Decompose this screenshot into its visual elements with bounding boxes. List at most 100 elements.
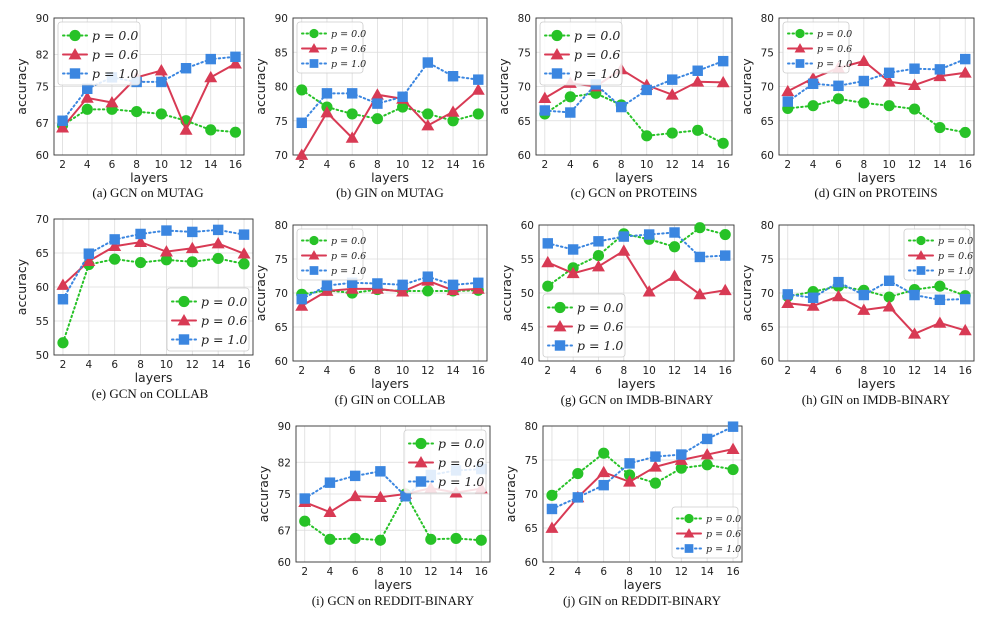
data-point bbox=[858, 97, 870, 109]
x-tick-label: 4 bbox=[324, 159, 331, 171]
legend: p = 0.0 p = 0.6 p = 1.0 bbox=[296, 228, 366, 281]
x-tick-label: 4 bbox=[810, 159, 817, 171]
data-point bbox=[473, 277, 484, 289]
plot-frame bbox=[53, 17, 245, 156]
data-point bbox=[565, 107, 576, 118]
data-point bbox=[238, 258, 250, 270]
data-point bbox=[373, 490, 387, 503]
y-axis-label: accuracy bbox=[14, 258, 29, 315]
legend-marker bbox=[415, 476, 427, 487]
data-point bbox=[933, 316, 947, 328]
data-point bbox=[545, 521, 559, 533]
legend-label: p = 0.6 bbox=[938, 251, 973, 262]
x-tick-label: 10 bbox=[640, 159, 653, 171]
subplot-caption: (g) GCN on IMDB-BINARY bbox=[561, 392, 714, 407]
subplot-a: 2 4 6 8 10 12 14 16 60 67 75 82 90 layers accuracy p = … bbox=[14, 13, 245, 200]
data-point bbox=[616, 101, 627, 113]
data-point bbox=[471, 282, 485, 294]
data-point bbox=[396, 285, 410, 297]
data-point bbox=[80, 91, 94, 103]
data-point bbox=[397, 101, 409, 113]
x-tick-label: 2 bbox=[541, 159, 548, 171]
data-point bbox=[782, 289, 793, 300]
legend-marker bbox=[916, 266, 926, 275]
data-point bbox=[323, 505, 337, 517]
data-point bbox=[668, 241, 681, 253]
data-point bbox=[648, 460, 662, 472]
data-point bbox=[858, 75, 870, 87]
plot-frame bbox=[535, 17, 733, 156]
subplot-caption: (i) GCN on REDDIT-BINARY bbox=[312, 593, 475, 608]
data-point bbox=[717, 55, 729, 67]
x-tick-label: 2 bbox=[298, 159, 305, 171]
y-tick-label: 75 bbox=[275, 116, 288, 128]
x-tick-label: 6 bbox=[835, 159, 842, 171]
y-tick-label: 60 bbox=[525, 557, 538, 569]
y-tick-label: 70 bbox=[275, 288, 288, 300]
data-point bbox=[642, 285, 656, 297]
data-point bbox=[473, 74, 484, 85]
data-point bbox=[564, 91, 576, 103]
y-tick-label: 90 bbox=[36, 13, 49, 25]
x-tick-label: 8 bbox=[374, 159, 381, 171]
x-tick-label: 6 bbox=[592, 159, 599, 171]
data-point bbox=[345, 131, 359, 143]
data-point bbox=[345, 282, 359, 294]
x-tick-label: 6 bbox=[349, 159, 356, 171]
legend-marker bbox=[309, 266, 319, 275]
data-point bbox=[692, 65, 703, 76]
y-tick-label: 65 bbox=[518, 116, 531, 128]
legend: p = 0.0 p = 0.6 p = 1.0 bbox=[57, 21, 141, 86]
y-tick-label: 67 bbox=[278, 525, 291, 537]
data-point bbox=[471, 83, 485, 95]
data-point bbox=[538, 91, 552, 104]
x-tick-label: 2 bbox=[784, 365, 791, 377]
data-point bbox=[229, 126, 242, 138]
subplot-g: 2 4 6 8 10 12 14 16 40 45 50 55 60 layers accuracy p = … bbox=[499, 220, 735, 407]
x-tick-label: 4 bbox=[327, 566, 334, 578]
x-tick-label: 2 bbox=[59, 159, 66, 171]
data-point bbox=[909, 63, 920, 74]
plot-frame bbox=[292, 17, 488, 156]
x-tick-label: 16 bbox=[716, 159, 730, 171]
data-point bbox=[212, 252, 224, 265]
legend-label: p = 1.0 bbox=[938, 266, 973, 277]
data-point bbox=[346, 277, 358, 289]
legend-label: p = 0.0 bbox=[817, 29, 852, 40]
x-tick-label: 2 bbox=[301, 566, 308, 578]
data-point bbox=[374, 534, 386, 546]
legend-label: p = 0.6 bbox=[706, 529, 741, 540]
subplot-j: 2 4 6 8 10 12 14 16 60 65 70 75 80 layers accuracy p = … bbox=[503, 421, 743, 608]
legend-label: p = 0.0 bbox=[201, 294, 247, 309]
data-point bbox=[591, 260, 605, 272]
y-tick-label: 70 bbox=[525, 489, 538, 501]
data-point bbox=[597, 465, 611, 478]
data-point bbox=[472, 108, 484, 120]
legend: p = 0.0 p = 0.6 p = 1.0 bbox=[671, 506, 741, 559]
y-tick-label: 65 bbox=[525, 523, 538, 535]
data-point bbox=[161, 225, 172, 236]
x-tick-label: 6 bbox=[111, 359, 118, 371]
legend-marker bbox=[553, 320, 567, 332]
data-point bbox=[230, 51, 241, 63]
x-tick-label: 6 bbox=[352, 566, 359, 578]
legend-label: p = 0.6 bbox=[574, 47, 620, 62]
legend-label: p = 1.0 bbox=[577, 338, 623, 353]
legend-marker bbox=[177, 314, 191, 326]
legend-label: p = 1.0 bbox=[574, 66, 620, 81]
y-tick-label: 90 bbox=[278, 421, 291, 433]
y-tick-label: 55 bbox=[521, 254, 534, 266]
x-tick-label: 10 bbox=[396, 365, 409, 377]
x-tick-label: 12 bbox=[908, 159, 921, 171]
legend-label: p = 1.0 bbox=[706, 544, 741, 555]
subplot-caption: (a) GCN on MUTAG bbox=[92, 185, 203, 200]
legend-marker bbox=[795, 59, 805, 68]
y-tick-label: 75 bbox=[36, 82, 49, 94]
x-axis-label: layers bbox=[618, 376, 656, 391]
x-tick-label: 14 bbox=[204, 159, 218, 171]
data-point bbox=[447, 279, 459, 291]
data-point bbox=[831, 289, 845, 302]
legend-label: p = 0.6 bbox=[438, 455, 484, 470]
subplot-i: 2 4 6 8 10 12 14 16 60 67 75 82 90 layers accuracy p = … bbox=[256, 421, 491, 608]
data-point bbox=[238, 229, 250, 240]
